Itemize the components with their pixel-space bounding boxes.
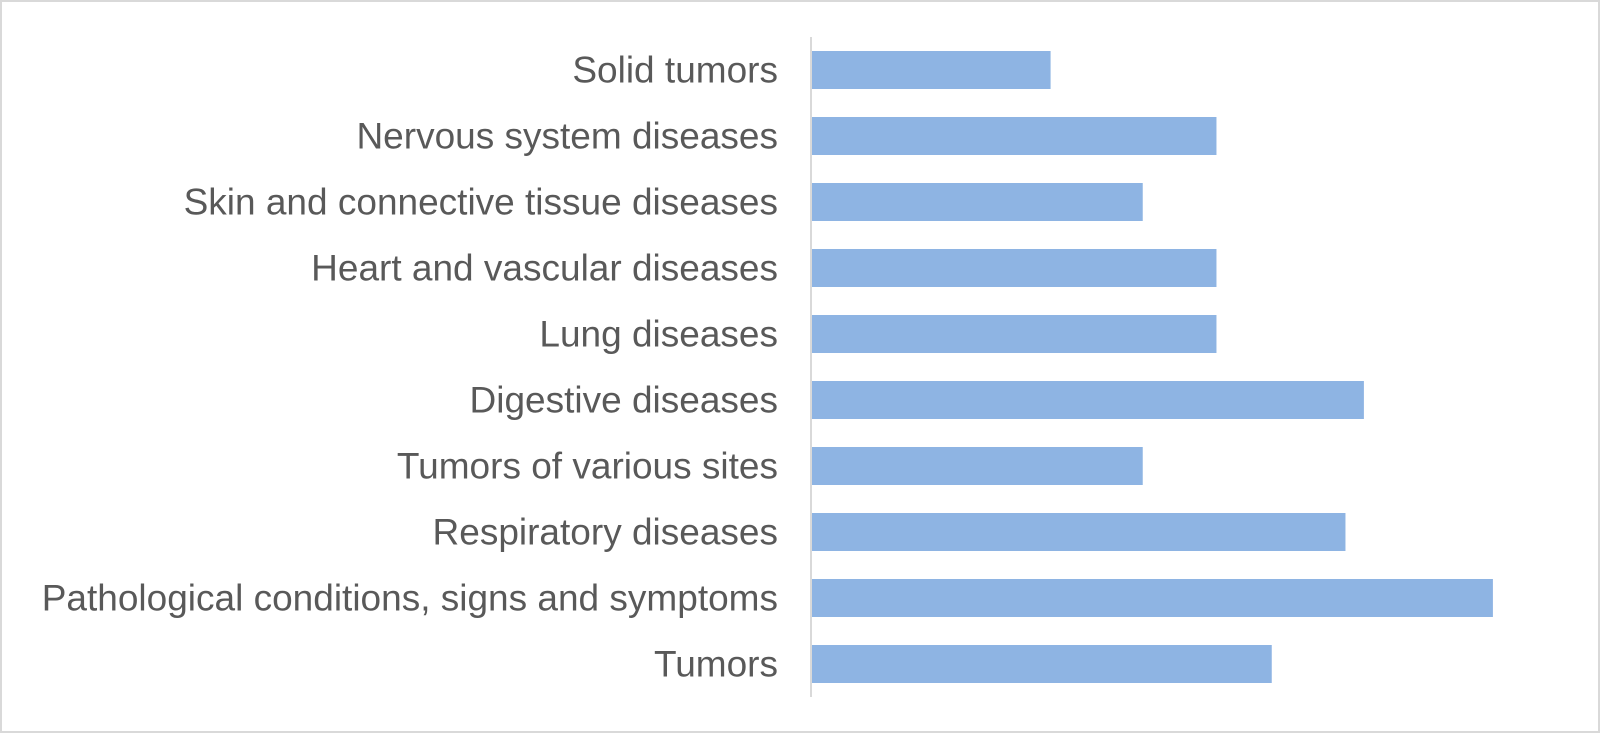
bar (811, 117, 1217, 155)
category-tick-label: Respiratory diseases (433, 512, 778, 553)
category-tick-label: Tumors (654, 644, 778, 685)
category-tick-label: Nervous system diseases (356, 116, 778, 157)
category-tick-label: Solid tumors (572, 50, 778, 91)
bar (811, 183, 1143, 221)
bar (811, 381, 1364, 419)
category-tick-label: Digestive diseases (470, 380, 778, 421)
category-tick-label: Skin and connective tissue diseases (184, 182, 778, 223)
bar (811, 315, 1217, 353)
category-tick-label: Tumors of various sites (397, 446, 778, 487)
category-labels: Solid tumors Nervous system diseases Skin … (42, 50, 778, 685)
bar (811, 447, 1143, 485)
category-tick-label: Pathological conditions, signs and sympt… (42, 578, 778, 619)
bar (811, 249, 1217, 287)
bar (811, 579, 1493, 617)
bars-group (811, 51, 1493, 683)
bar (811, 51, 1051, 89)
bar (811, 513, 1346, 551)
category-tick-label: Lung diseases (539, 314, 778, 355)
bar (811, 645, 1272, 683)
category-tick-label: Heart and vascular diseases (311, 248, 778, 289)
